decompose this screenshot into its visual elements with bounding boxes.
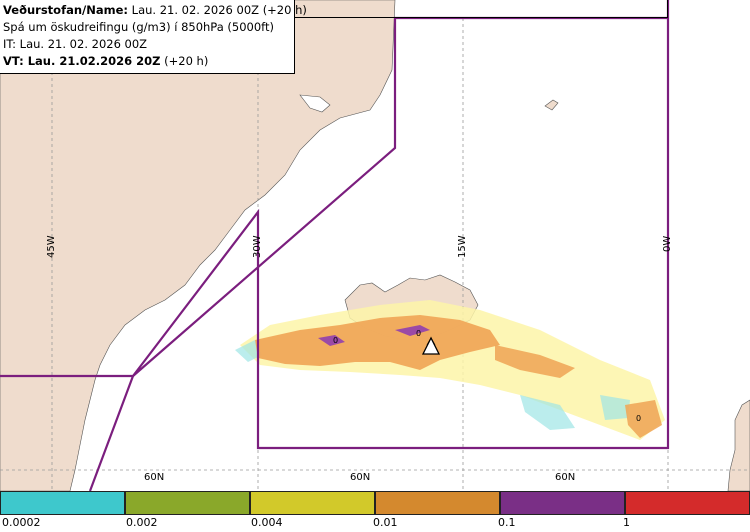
info-line-1: Veðurstofan/Name: Lau. 21. 02. 2026 00Z …: [3, 2, 307, 19]
legend-label: 0.1: [498, 516, 516, 529]
fir-boundary: [0, 0, 670, 492]
legend-label: 0.002: [126, 516, 158, 529]
info-box: Veðurstofan/Name: Lau. 21. 02. 2026 00Z …: [0, 0, 307, 74]
latitude-label: 60N: [350, 472, 371, 483]
latitude-label: 60N: [555, 472, 576, 483]
volcano-marker: [421, 336, 441, 355]
legend-swatch: [375, 491, 500, 515]
legend-swatch: [125, 491, 250, 515]
concentration-legend: [0, 491, 750, 515]
longitude-label: 15W: [457, 235, 468, 258]
legend-label: 1: [623, 516, 630, 529]
name-value: Lau. 21. 02. 2026 00Z (+20 h): [131, 3, 307, 17]
legend-label: 0.01: [373, 516, 398, 529]
legend-swatch: [0, 491, 125, 515]
valid-time-offset: (+20 h): [164, 54, 209, 68]
legend-label: 0.004: [251, 516, 283, 529]
plume-contour-label: 0: [636, 414, 641, 423]
longitude-label: 30W: [252, 235, 263, 258]
plume-contour-label: 0: [416, 329, 421, 338]
title-strip: [295, 0, 668, 18]
info-line-3: IT: Lau. 21. 02. 2026 00Z: [3, 37, 148, 51]
legend-swatch: [250, 491, 375, 515]
jan-mayen-island: [544, 99, 559, 111]
plume-contour-label: 0: [333, 336, 338, 345]
valid-time-label: VT: Lau. 21.02.2026 20Z: [3, 54, 161, 68]
greenland-land: [0, 0, 396, 492]
name-label: Veðurstofan/Name:: [3, 3, 128, 17]
greenland-fjord: [299, 94, 331, 113]
legend-label: 0.0002: [2, 516, 41, 529]
longitude-label: 0W: [662, 235, 673, 252]
latitude-label: 60N: [144, 472, 165, 483]
longitude-label: 45W: [46, 235, 57, 258]
info-line-2: Spá um öskudreifingu (g/m3) í 850hPa (50…: [3, 20, 275, 34]
legend-swatch: [625, 491, 750, 515]
ash-plume: [235, 300, 665, 440]
legend-labels: 0.0002 0.002 0.004 0.01 0.1 1: [0, 515, 750, 532]
legend-swatch: [500, 491, 625, 515]
info-line-4: VT: Lau. 21.02.2026 20Z (+20 h): [3, 53, 291, 70]
scotland-coast: [727, 399, 750, 492]
